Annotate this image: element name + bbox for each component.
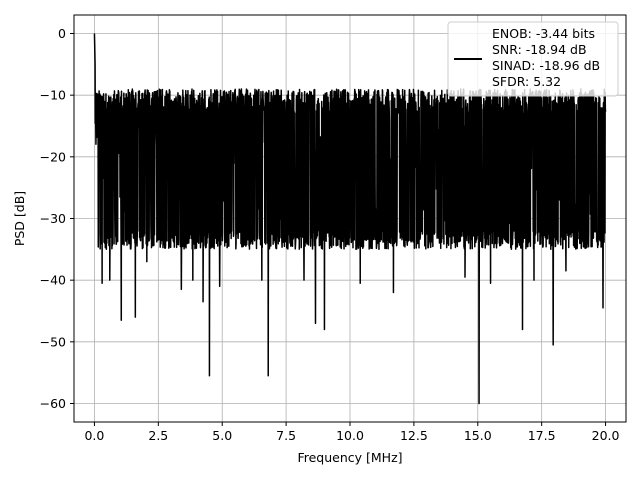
legend-line-enob: ENOB: -3.44 bits [492, 26, 595, 41]
x-tick-label: 20.0 [592, 428, 620, 443]
legend-line-snr: SNR: -18.94 dB [492, 42, 587, 57]
y-tick-label: −50 [40, 334, 66, 349]
legend-line-sfdr: SFDR: 5.32 [492, 74, 561, 89]
psd-series-line [93, 33, 607, 405]
y-tick-label: −10 [40, 88, 66, 103]
x-tick-label: 17.5 [528, 428, 556, 443]
x-tick-label: 0.0 [84, 428, 104, 443]
y-tick-label: −40 [40, 273, 66, 288]
x-axis-ticks: 0.0 2.5 5.0 7.5 10.0 12.5 15.0 17.5 20.0 [84, 422, 620, 443]
legend-box [447, 21, 619, 97]
x-tick-label: 7.5 [276, 428, 296, 443]
legend-line-sinad: SINAD: -18.96 dB [492, 58, 600, 73]
x-tick-label: 12.5 [400, 428, 428, 443]
y-tick-label: −20 [40, 149, 66, 164]
series-layer [93, 33, 607, 405]
y-tick-label: −60 [40, 396, 66, 411]
x-tick-label: 10.0 [336, 428, 364, 443]
y-tick-label: 0 [58, 26, 66, 41]
y-axis-ticks: 0 −10 −20 −30 −40 −50 −60 [40, 26, 74, 411]
x-tick-label: 15.0 [464, 428, 492, 443]
y-tick-label: −30 [40, 211, 66, 226]
x-tick-label: 2.5 [148, 428, 168, 443]
x-tick-label: 5.0 [212, 428, 232, 443]
y-axis-label: PSD [dB] [12, 191, 27, 246]
legend: ENOB: -3.44 bits SNR: -18.94 dB SINAD: -… [447, 21, 619, 97]
x-axis-label: Frequency [MHz] [297, 450, 402, 465]
